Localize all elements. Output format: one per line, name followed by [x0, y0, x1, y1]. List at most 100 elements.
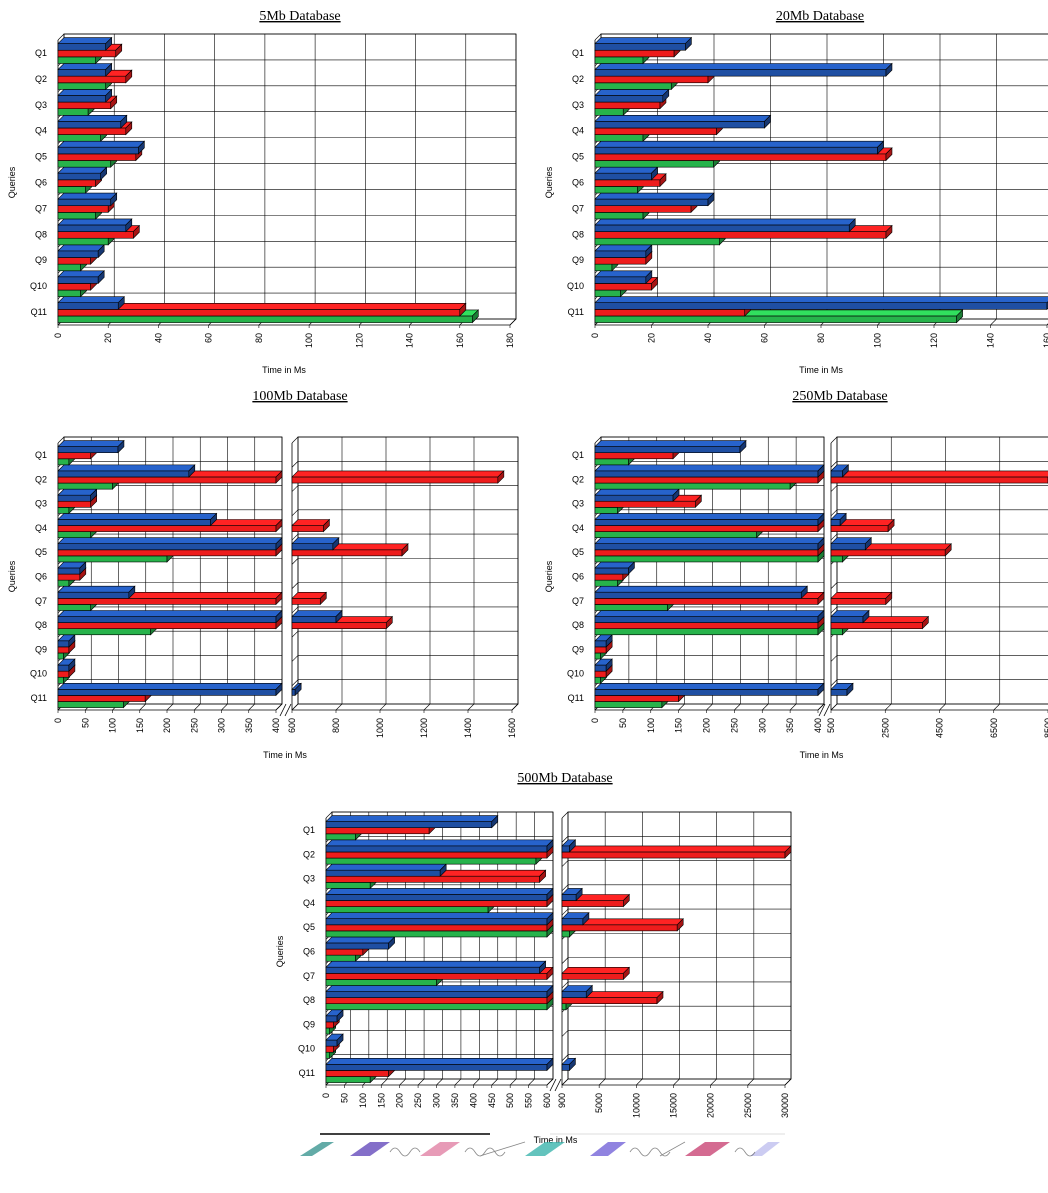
chart-2: 20Mb Database Queries 0 20 40 60 80 100 120 140 16… [544, 9, 1048, 375]
category-label: Q9 [303, 1019, 315, 1029]
category-label: Q11 [299, 1068, 315, 1078]
bar-blue [57, 166, 108, 181]
bar-blue [561, 887, 583, 902]
bar-blue [594, 561, 636, 575]
bar-blue [57, 62, 113, 77]
bar-blue [830, 682, 854, 697]
x-tick-label: 400 [468, 1093, 478, 1108]
category-label: Q1 [303, 825, 315, 835]
bar-blue [830, 536, 872, 551]
bar-blue [291, 609, 343, 624]
bar-blue [325, 960, 547, 975]
x-tick-label: 180 [505, 333, 515, 348]
x-tick-label: 300 [217, 718, 227, 733]
axis-break-mark [818, 703, 831, 717]
category-label: Q8 [35, 229, 47, 239]
category-label: Q7 [572, 203, 584, 213]
x-axis-label: Time in Ms [534, 1135, 578, 1145]
x-tick-label: 0 [590, 333, 600, 338]
category-label: Q4 [303, 898, 315, 908]
x-tick-label: 0 [590, 718, 600, 723]
bar-blue [594, 62, 893, 77]
x-tick-label: 40 [703, 333, 713, 343]
category-label: Q10 [567, 281, 584, 291]
chart-4: 250Mb Database Queries 0 50 100 150 200 250 300 3… [544, 389, 1048, 760]
category-label: Q5 [572, 152, 584, 162]
bar-blue [594, 609, 825, 624]
bar-red [561, 966, 631, 981]
x-tick-label: 150 [135, 718, 145, 733]
bar-blue [325, 1009, 344, 1023]
category-label: Q11 [568, 307, 584, 317]
x-tick-label: 4500 [935, 718, 945, 738]
bar-blue [830, 512, 847, 527]
bar-blue [291, 536, 340, 551]
category-label: Q3 [35, 499, 47, 509]
x-tick-label: 150 [674, 718, 684, 733]
axis-break-mark [279, 703, 292, 717]
category-label: Q4 [35, 126, 47, 136]
x-tick-label: 60 [204, 333, 214, 343]
x-tick-label: 120 [354, 333, 364, 348]
bar-blue [57, 36, 113, 51]
bar-blue [594, 140, 885, 155]
x-tick-label: 0 [53, 718, 63, 723]
bar-blue [594, 88, 670, 103]
x-tick-label: 1200 [419, 718, 429, 738]
chart-title: 100Mb Database [252, 389, 347, 404]
category-label: Q10 [30, 281, 47, 291]
bar-blue [57, 88, 113, 103]
x-tick-label: 250 [729, 718, 739, 733]
bar-blue [325, 839, 554, 853]
category-label: Q4 [572, 126, 584, 136]
x-axis-label: Time in Ms [262, 365, 306, 375]
x-tick-label: 350 [785, 718, 795, 733]
category-label: Q7 [572, 596, 584, 606]
chart-3: 100Mb Database Queries 0 50 100 150 200 250 300 3… [7, 389, 519, 760]
category-label: Q6 [35, 178, 47, 188]
x-tick-label: 100 [358, 1093, 368, 1108]
x-tick-label: 400 [813, 718, 823, 733]
chart-title: 5Mb Database [259, 9, 340, 24]
garbled-legend-strip [300, 1133, 785, 1157]
y-axis-label: Queries [544, 166, 554, 198]
category-label: Q3 [572, 499, 584, 509]
x-tick-label: 50 [80, 718, 90, 728]
category-label: Q11 [568, 693, 584, 703]
bar-blue [57, 658, 76, 672]
category-label: Q2 [572, 74, 584, 84]
x-tick-label: 400 [271, 718, 281, 733]
bar-blue [57, 192, 118, 207]
x-tick-label: 200 [702, 718, 712, 733]
bar-blue [57, 561, 87, 575]
category-label: Q11 [31, 307, 47, 317]
category-label: Q9 [572, 644, 584, 654]
bar-red [291, 591, 328, 606]
category-label: Q3 [572, 100, 584, 110]
x-tick-label: 80 [254, 333, 264, 343]
x-tick-label: 300 [432, 1093, 442, 1108]
category-label: Q4 [572, 523, 584, 533]
chart-title: 20Mb Database [776, 9, 864, 24]
bar-blue [594, 270, 653, 285]
category-label: Q9 [572, 255, 584, 265]
x-tick-label: 100 [646, 718, 656, 733]
x-tick-label: 30000 [780, 1093, 790, 1118]
y-axis-label: Queries [7, 166, 17, 198]
x-tick-label: 20000 [706, 1093, 716, 1118]
x-tick-label: 50 [339, 1093, 349, 1103]
x-tick-label: 160 [455, 333, 465, 348]
category-label: Q6 [572, 178, 584, 188]
x-tick-label: 250 [413, 1093, 423, 1108]
category-label: Q5 [303, 922, 315, 932]
bar-blue [57, 464, 196, 478]
bar-blue [594, 296, 1048, 311]
bar-red [291, 518, 331, 533]
bar-blue [325, 814, 499, 829]
x-tick-label: 0 [53, 333, 63, 338]
x-tick-label: 1000 [375, 718, 385, 738]
x-tick-label: 140 [986, 333, 996, 348]
y-axis-label: Queries [544, 560, 554, 592]
category-label: Q5 [35, 152, 47, 162]
bar-blue [57, 512, 218, 527]
